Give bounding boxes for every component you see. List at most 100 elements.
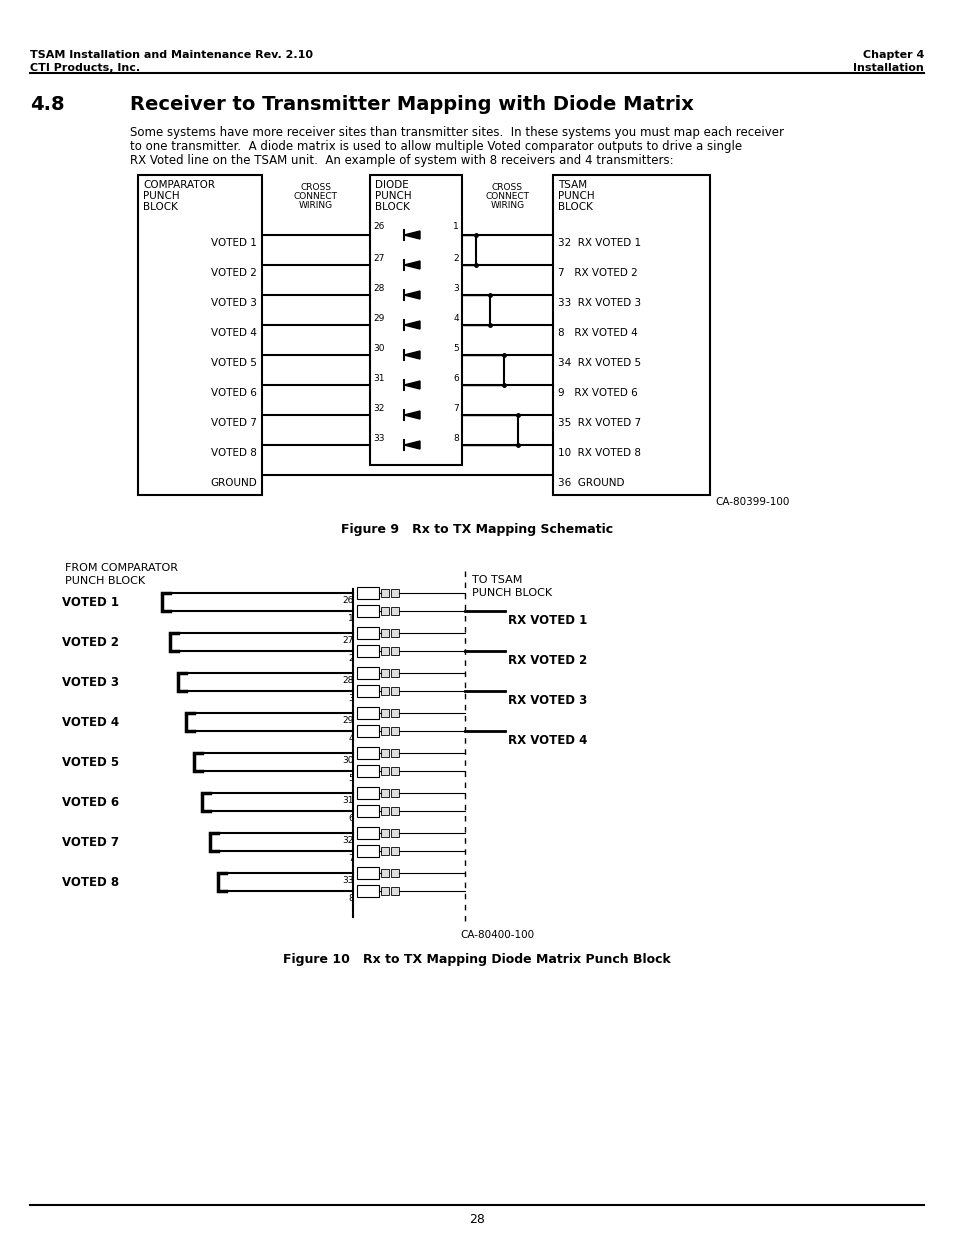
Text: 3: 3 <box>453 284 458 293</box>
Text: 27: 27 <box>342 636 354 645</box>
Text: 30: 30 <box>373 345 384 353</box>
Text: 28: 28 <box>373 284 384 293</box>
Polygon shape <box>403 231 419 240</box>
Bar <box>356 685 378 697</box>
Text: VOTED 8: VOTED 8 <box>211 448 256 458</box>
Bar <box>391 806 398 815</box>
Bar <box>356 787 378 799</box>
Polygon shape <box>403 351 419 359</box>
Bar <box>380 669 389 677</box>
Bar <box>380 806 389 815</box>
Text: 34  RX VOTED 5: 34 RX VOTED 5 <box>558 358 640 368</box>
Bar <box>356 885 378 897</box>
Text: RX VOTED 3: RX VOTED 3 <box>507 694 587 706</box>
Bar <box>380 767 389 776</box>
Bar <box>356 706 378 719</box>
Text: TSAM: TSAM <box>558 180 586 190</box>
Bar <box>380 887 389 895</box>
Text: 33: 33 <box>373 433 384 443</box>
Bar <box>380 606 389 615</box>
Text: 32: 32 <box>373 404 384 412</box>
Text: 33: 33 <box>342 876 354 885</box>
Bar <box>380 647 389 655</box>
Bar <box>391 748 398 757</box>
Text: 29: 29 <box>373 314 384 324</box>
Bar <box>391 647 398 655</box>
Text: CONNECT: CONNECT <box>294 191 337 201</box>
Text: DIODE: DIODE <box>375 180 408 190</box>
Text: Installation: Installation <box>852 63 923 73</box>
Text: PUNCH: PUNCH <box>558 191 594 201</box>
Bar <box>356 667 378 679</box>
Text: PUNCH: PUNCH <box>375 191 411 201</box>
Bar <box>391 869 398 877</box>
Polygon shape <box>403 291 419 299</box>
Text: VOTED 5: VOTED 5 <box>211 358 256 368</box>
Text: 4: 4 <box>348 734 354 743</box>
Text: 33  RX VOTED 3: 33 RX VOTED 3 <box>558 298 640 308</box>
Polygon shape <box>403 321 419 329</box>
Text: BLOCK: BLOCK <box>558 203 592 212</box>
Text: VOTED 3: VOTED 3 <box>211 298 256 308</box>
Polygon shape <box>403 382 419 389</box>
Bar <box>391 589 398 597</box>
Bar <box>356 747 378 760</box>
Text: 10  RX VOTED 8: 10 RX VOTED 8 <box>558 448 640 458</box>
Text: Some systems have more receiver sites than transmitter sites.  In these systems : Some systems have more receiver sites th… <box>130 126 783 140</box>
Bar <box>391 847 398 855</box>
Bar <box>356 764 378 777</box>
Text: 8: 8 <box>453 433 458 443</box>
Text: VOTED 3: VOTED 3 <box>62 676 119 689</box>
Bar <box>356 867 378 879</box>
Bar <box>138 175 262 495</box>
Text: 7: 7 <box>453 404 458 412</box>
Text: 5: 5 <box>348 774 354 783</box>
Text: VOTED 1: VOTED 1 <box>62 597 119 609</box>
Text: 26: 26 <box>373 222 384 231</box>
Text: CTI Products, Inc.: CTI Products, Inc. <box>30 63 140 73</box>
Bar <box>356 627 378 638</box>
Text: 28: 28 <box>469 1213 484 1226</box>
Bar <box>380 629 389 637</box>
Bar <box>380 847 389 855</box>
Text: 4.8: 4.8 <box>30 95 65 114</box>
Bar <box>391 887 398 895</box>
Text: Chapter 4: Chapter 4 <box>862 49 923 61</box>
Text: CROSS: CROSS <box>492 183 522 191</box>
Text: VOTED 2: VOTED 2 <box>211 268 256 278</box>
Text: BLOCK: BLOCK <box>375 203 410 212</box>
Text: 7   RX VOTED 2: 7 RX VOTED 2 <box>558 268 638 278</box>
Text: 6: 6 <box>453 374 458 383</box>
Bar <box>391 606 398 615</box>
Text: 26: 26 <box>342 597 354 605</box>
Text: VOTED 6: VOTED 6 <box>211 388 256 398</box>
Bar <box>356 845 378 857</box>
Polygon shape <box>403 261 419 269</box>
Text: Receiver to Transmitter Mapping with Diode Matrix: Receiver to Transmitter Mapping with Dio… <box>130 95 693 114</box>
Text: 35  RX VOTED 7: 35 RX VOTED 7 <box>558 417 640 429</box>
Text: PUNCH BLOCK: PUNCH BLOCK <box>65 576 145 585</box>
Text: VOTED 4: VOTED 4 <box>62 716 119 729</box>
Text: VOTED 4: VOTED 4 <box>211 329 256 338</box>
Bar <box>356 805 378 818</box>
Text: Figure 10   Rx to TX Mapping Diode Matrix Punch Block: Figure 10 Rx to TX Mapping Diode Matrix … <box>283 953 670 966</box>
Text: 27: 27 <box>373 254 384 263</box>
Text: 1: 1 <box>453 222 458 231</box>
Text: CA-80400-100: CA-80400-100 <box>459 930 534 940</box>
Text: 5: 5 <box>453 345 458 353</box>
Text: VOTED 1: VOTED 1 <box>211 238 256 248</box>
Text: CROSS: CROSS <box>300 183 331 191</box>
Text: RX VOTED 1: RX VOTED 1 <box>507 614 587 627</box>
Bar <box>356 587 378 599</box>
Text: 9   RX VOTED 6: 9 RX VOTED 6 <box>558 388 638 398</box>
Polygon shape <box>403 441 419 450</box>
Text: 1: 1 <box>348 614 354 622</box>
Text: 36  GROUND: 36 GROUND <box>558 478 624 488</box>
Text: GROUND: GROUND <box>210 478 256 488</box>
Bar <box>356 605 378 618</box>
Text: TSAM Installation and Maintenance Rev. 2.10: TSAM Installation and Maintenance Rev. 2… <box>30 49 313 61</box>
Bar <box>380 829 389 837</box>
Text: 29: 29 <box>342 716 354 725</box>
Text: 2: 2 <box>453 254 458 263</box>
Text: 8: 8 <box>348 894 354 903</box>
